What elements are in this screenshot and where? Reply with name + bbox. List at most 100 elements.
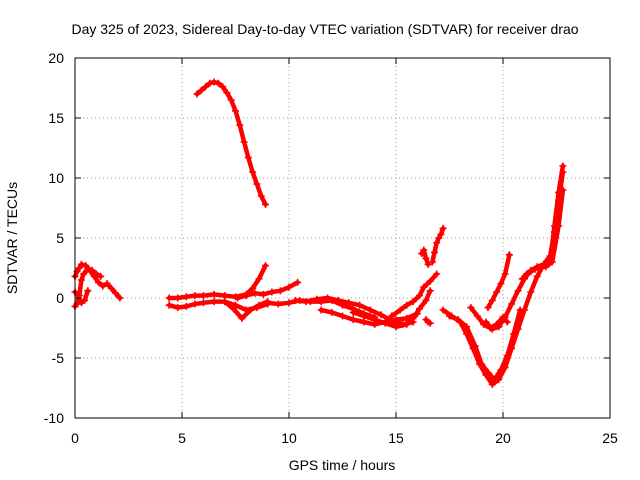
- series-arc-early-1: [71, 260, 124, 302]
- data-point-marker: [221, 292, 229, 300]
- data-point-marker: [463, 323, 471, 331]
- data-point-marker: [206, 79, 214, 87]
- data-point-marker: [356, 301, 364, 309]
- data-point-marker: [97, 272, 105, 280]
- data-point-marker: [247, 306, 254, 314]
- data-point-marker: [214, 79, 222, 87]
- data-point-marker: [103, 280, 111, 288]
- data-point-marker: [210, 78, 218, 86]
- data-point-marker: [514, 287, 522, 295]
- data-point-marker: [276, 287, 284, 295]
- data-point-marker: [446, 312, 453, 320]
- data-point-marker: [92, 270, 100, 278]
- data-point-marker: [548, 258, 556, 266]
- data-point-marker: [505, 251, 513, 259]
- data-series-group: [71, 78, 567, 388]
- data-point-marker: [416, 305, 423, 313]
- data-point-marker: [503, 352, 511, 360]
- data-point-marker: [223, 89, 231, 97]
- data-point-marker: [236, 121, 244, 129]
- data-point-marker: [501, 270, 509, 278]
- data-point-marker: [555, 222, 563, 230]
- data-point-marker: [232, 301, 239, 309]
- x-tick-label: 25: [602, 430, 618, 446]
- data-point-marker: [182, 293, 190, 301]
- y-tick-label: -10: [44, 410, 64, 426]
- data-point-marker: [199, 292, 207, 300]
- data-point-marker: [454, 316, 462, 324]
- data-point-marker: [478, 360, 486, 368]
- data-point-marker: [238, 314, 246, 322]
- data-point-marker: [294, 278, 302, 286]
- data-point-marker: [191, 292, 199, 300]
- x-tick-label: 0: [71, 430, 79, 446]
- data-point-marker: [242, 292, 250, 300]
- data-point-marker: [422, 254, 430, 262]
- data-point-marker: [259, 290, 267, 298]
- data-point-marker: [313, 295, 321, 303]
- data-point-marker: [493, 288, 501, 296]
- data-point-marker: [221, 298, 229, 306]
- data-point-marker: [251, 289, 259, 297]
- data-point-marker: [349, 308, 357, 316]
- series-arc-late-9: [518, 186, 567, 283]
- series-arc-high: [193, 78, 269, 208]
- data-point-marker: [473, 312, 481, 320]
- data-point-marker: [418, 250, 426, 258]
- data-point-marker: [420, 246, 428, 254]
- data-point-marker: [240, 138, 248, 146]
- data-point-marker: [257, 192, 265, 200]
- data-point-marker: [302, 298, 310, 306]
- series-line: [350, 288, 433, 330]
- y-tick-label: 0: [56, 290, 64, 306]
- data-point-marker: [377, 311, 385, 319]
- data-point-marker: [424, 260, 432, 268]
- data-point-marker: [255, 301, 263, 309]
- data-point-marker: [403, 301, 411, 309]
- data-point-marker: [510, 330, 518, 338]
- data-point-marker: [165, 294, 173, 302]
- data-point-marker: [328, 308, 336, 316]
- series-arc-late-1: [418, 246, 432, 268]
- data-point-marker: [99, 282, 107, 290]
- data-point-marker: [182, 302, 190, 310]
- data-point-marker: [88, 266, 96, 274]
- data-point-marker: [437, 230, 445, 238]
- data-point-marker: [527, 288, 535, 296]
- data-point-marker: [334, 296, 342, 304]
- data-point-marker: [249, 168, 257, 176]
- data-point-marker: [426, 277, 434, 285]
- y-axis-title: SDTVAR / TECUs: [4, 182, 20, 294]
- data-point-marker: [392, 323, 400, 331]
- data-point-marker: [484, 368, 492, 376]
- data-point-marker: [559, 162, 567, 170]
- data-point-marker: [82, 262, 90, 270]
- data-point-marker: [488, 325, 496, 333]
- y-tick-label: 10: [48, 170, 64, 186]
- data-point-marker: [426, 319, 434, 327]
- data-point-marker: [360, 318, 368, 326]
- x-tick-label: 15: [388, 430, 404, 446]
- x-tick-label: 5: [178, 430, 186, 446]
- data-point-marker: [495, 323, 503, 331]
- data-point-marker: [249, 284, 257, 292]
- y-tick-label: -5: [52, 350, 65, 366]
- data-point-marker: [531, 265, 539, 273]
- data-point-marker: [229, 305, 237, 313]
- x-tick-label: 20: [495, 430, 511, 446]
- data-point-marker: [409, 298, 417, 306]
- series-arc-mid-5: [317, 306, 421, 328]
- data-point-marker: [95, 278, 102, 286]
- series-arc-mid-8: [388, 270, 441, 320]
- data-point-marker: [501, 313, 509, 321]
- data-point-marker: [416, 292, 423, 300]
- data-point-marker: [433, 270, 441, 278]
- data-point-marker: [439, 306, 447, 314]
- data-point-marker: [253, 180, 261, 188]
- data-point-marker: [433, 239, 441, 247]
- data-point-marker: [219, 83, 227, 91]
- data-point-marker: [518, 275, 526, 283]
- data-point-marker: [191, 300, 199, 308]
- data-point-marker: [497, 366, 505, 374]
